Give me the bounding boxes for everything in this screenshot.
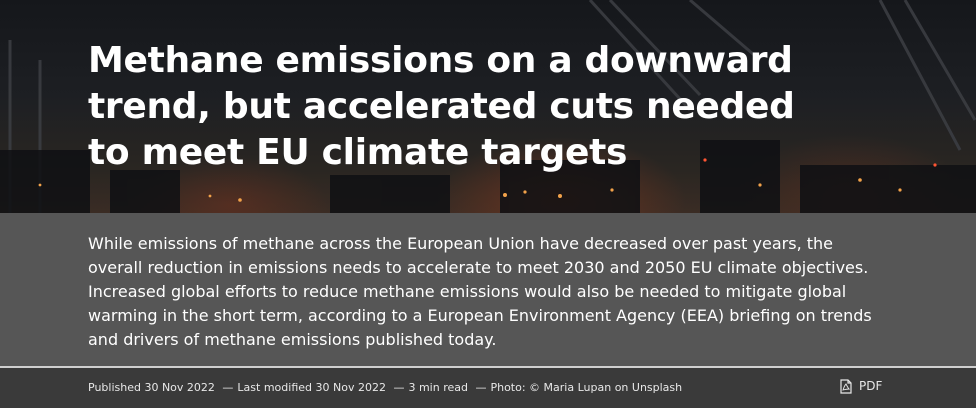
meta-separator: — (222, 381, 234, 394)
industrial-background-image (0, 140, 976, 213)
pdf-file-icon (840, 378, 852, 394)
lead-section: While emissions of methane across the Eu… (0, 213, 976, 366)
meta-separator: — (393, 381, 405, 394)
pdf-download-link[interactable]: PDF (840, 377, 882, 395)
page-title: Methane emissions on a downward trend, b… (88, 40, 795, 173)
modified-date: Last modified 30 Nov 2022 (237, 381, 386, 394)
hero-banner: Methane emissions on a downward trend, b… (0, 0, 976, 213)
photo-credit: Photo: © Maria Lupan on Unsplash (490, 381, 683, 394)
divider (0, 366, 976, 368)
article-meta-bar: Published 30 Nov 2022 — Last modified 30 … (0, 368, 976, 408)
pdf-label: PDF (859, 379, 883, 393)
read-time: 3 min read (408, 381, 468, 394)
meta-separator: — (475, 381, 487, 394)
published-date: Published 30 Nov 2022 (88, 381, 215, 394)
lead-paragraph: While emissions of methane across the Eu… (88, 234, 872, 349)
article-meta: Published 30 Nov 2022 — Last modified 30 … (88, 380, 682, 396)
